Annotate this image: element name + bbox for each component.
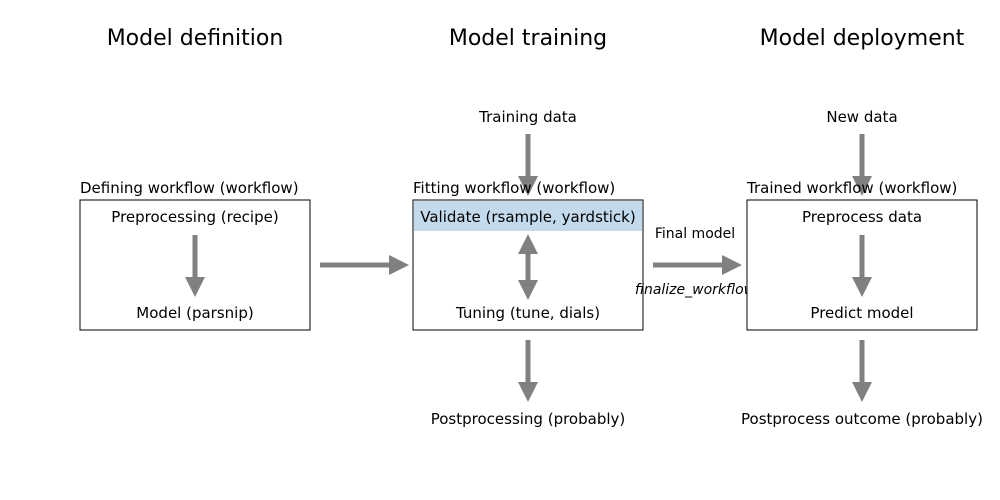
final-model-label: Final model [655,226,735,242]
training-top-label: Validate (rsample, yardstick) [420,208,635,226]
deployment-top-label: Preprocess data [802,208,922,226]
training-input-label: Training data [478,108,577,126]
deployment-output-label: Postprocess outcome (probably) [741,410,983,428]
training-output-label: Postprocessing (probably) [431,410,626,428]
heading-deployment: Model deployment [760,26,965,51]
definition-bottom-label: Model (parsnip) [136,304,253,322]
ml-workflow-diagram: Model definition Model training Model de… [0,0,1000,500]
deployment-box-title: Trained workflow (workflow) [746,179,957,197]
definition-top-label: Preprocessing (recipe) [111,208,278,226]
finalize-workflow-label: finalize_workflow [635,282,756,298]
definition-box-title: Defining workflow (workflow) [80,179,299,197]
deployment-input-label: New data [826,108,897,126]
training-bottom-label: Tuning (tune, dials) [455,304,600,322]
deployment-bottom-label: Predict model [810,304,913,322]
training-box-title: Fitting workflow (workflow) [413,179,615,197]
heading-definition: Model definition [107,26,284,51]
heading-training: Model training [449,26,607,51]
